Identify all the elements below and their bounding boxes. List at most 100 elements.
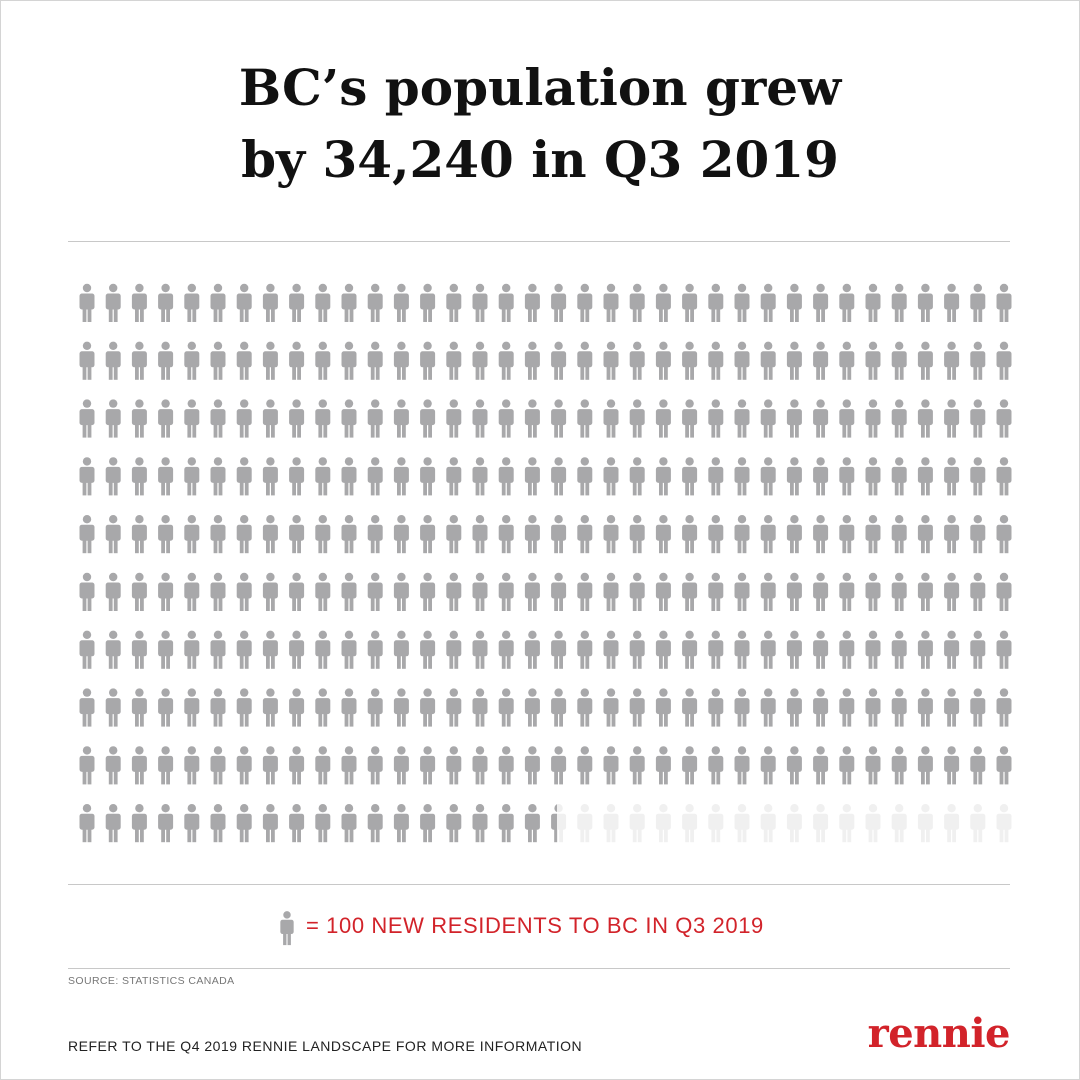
person-icon-filled [786,283,802,322]
person-icon-filled [813,283,829,322]
person-icon-filled [158,630,174,669]
person-icon-filled [970,457,986,496]
person-icon-filled [184,457,200,496]
person-icon-filled [708,457,724,496]
person-icon-filled [289,515,305,554]
person-icon-filled [891,688,907,727]
person-icon-filled [341,341,357,380]
chart-title-line-1: BC’s population grew [238,58,842,117]
person-icon-filled [786,457,802,496]
person-icon-filled [420,572,436,611]
person-icon-filled [472,804,488,843]
person-icon-filled [289,746,305,785]
person-icon-filled [236,457,252,496]
person-icon-filled [603,457,619,496]
person-icon-filled [184,804,200,843]
person-icon-filled [498,804,514,843]
person-icon-filled [315,804,331,843]
person-icon-empty [708,804,724,843]
person-icon-filled [865,457,881,496]
person-icon-filled [655,399,671,438]
person-icon-filled [262,572,278,611]
person-icon-filled [262,399,278,438]
person-icon-filled [944,399,960,438]
person-icon-filled [131,515,147,554]
person-icon-filled [472,399,488,438]
person-icon-filled [655,515,671,554]
person-icon-empty [786,804,802,843]
person-icon-filled [655,341,671,380]
person-icon-empty [996,804,1012,843]
person-icon-filled [105,630,121,669]
person-icon-filled [708,399,724,438]
person-icon-filled [446,688,462,727]
person-icon-filled [105,746,121,785]
person-icon-filled [629,746,645,785]
person-icon-filled [577,283,593,322]
person-icon-filled [708,341,724,380]
person-icon-filled [184,630,200,669]
person-icon-filled [839,457,855,496]
person-icon-filled [760,746,776,785]
person-icon-filled [79,283,95,322]
person-icon-empty [760,804,776,843]
person-icon-filled [655,630,671,669]
person-icon-filled [289,804,305,843]
person-icon-filled [289,688,305,727]
person-icon-filled [210,746,226,785]
person-icon [280,911,294,946]
person-icon-filled [289,630,305,669]
person-icon-filled [236,341,252,380]
person-icon-filled [367,399,383,438]
person-icon-filled [131,688,147,727]
person-icon-empty [891,804,907,843]
person-icon-filled [839,630,855,669]
person-icon-filled [210,457,226,496]
person-icon-filled [393,283,409,322]
person-icon-filled [603,572,619,611]
person-icon-filled [341,630,357,669]
person-icon-filled [734,746,750,785]
person-icon-filled [891,283,907,322]
person-icon-filled [341,283,357,322]
person-icon-filled [158,515,174,554]
person-icon-filled [158,688,174,727]
person-icon-filled [184,399,200,438]
person-icon-filled [996,515,1012,554]
legend-label: = 100 NEW RESIDENTS TO BC IN Q3 2019 [306,913,764,938]
person-icon-filled [393,572,409,611]
legend: = 100 NEW RESIDENTS TO BC IN Q3 2019 [278,904,764,948]
person-icon-empty [629,804,645,843]
person-icon-filled [944,630,960,669]
person-icon-filled [629,457,645,496]
person-icon-filled [813,341,829,380]
person-icon-filled [655,283,671,322]
person-icon-filled [210,688,226,727]
person-icon-filled [708,515,724,554]
person-icon-filled [472,515,488,554]
person-icon-filled [996,341,1012,380]
person-icon-filled [629,630,645,669]
person-icon-filled [524,341,540,380]
person-icon-filled [865,283,881,322]
person-icon-filled [865,572,881,611]
person-icon-filled [158,283,174,322]
person-icon-filled [105,341,121,380]
divider-top [68,241,1010,242]
person-icon-filled [210,283,226,322]
person-icon-filled [79,804,95,843]
person-icon-filled [786,515,802,554]
person-icon-filled [629,283,645,322]
person-icon-filled [577,688,593,727]
person-icon-filled [131,630,147,669]
person-icon-filled [813,572,829,611]
person-icon-empty [813,804,829,843]
person-icon-filled [236,283,252,322]
person-icon-filled [813,399,829,438]
person-icon-filled [79,688,95,727]
person-icon-filled [917,457,933,496]
person-icon-filled [446,804,462,843]
person-icon-filled [839,515,855,554]
person-icon-filled [996,457,1012,496]
person-icon-filled [865,341,881,380]
